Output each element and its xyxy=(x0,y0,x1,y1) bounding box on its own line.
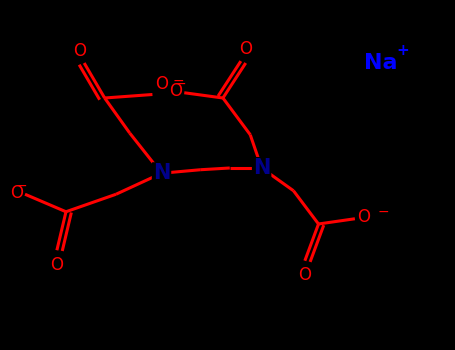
Text: N: N xyxy=(153,163,170,183)
Text: +: + xyxy=(397,43,410,58)
Text: O: O xyxy=(51,256,63,273)
Text: O: O xyxy=(169,82,182,100)
Text: O: O xyxy=(155,75,168,93)
Text: O: O xyxy=(73,42,86,60)
Text: Na: Na xyxy=(364,53,398,73)
Text: −: − xyxy=(378,205,389,219)
Text: O: O xyxy=(239,40,252,58)
Text: N: N xyxy=(253,158,270,178)
Text: O: O xyxy=(10,183,23,202)
Text: −: − xyxy=(15,178,27,192)
Text: O: O xyxy=(298,266,311,284)
Text: −: − xyxy=(173,74,185,88)
Text: O: O xyxy=(357,208,370,226)
Text: −: − xyxy=(175,77,187,91)
